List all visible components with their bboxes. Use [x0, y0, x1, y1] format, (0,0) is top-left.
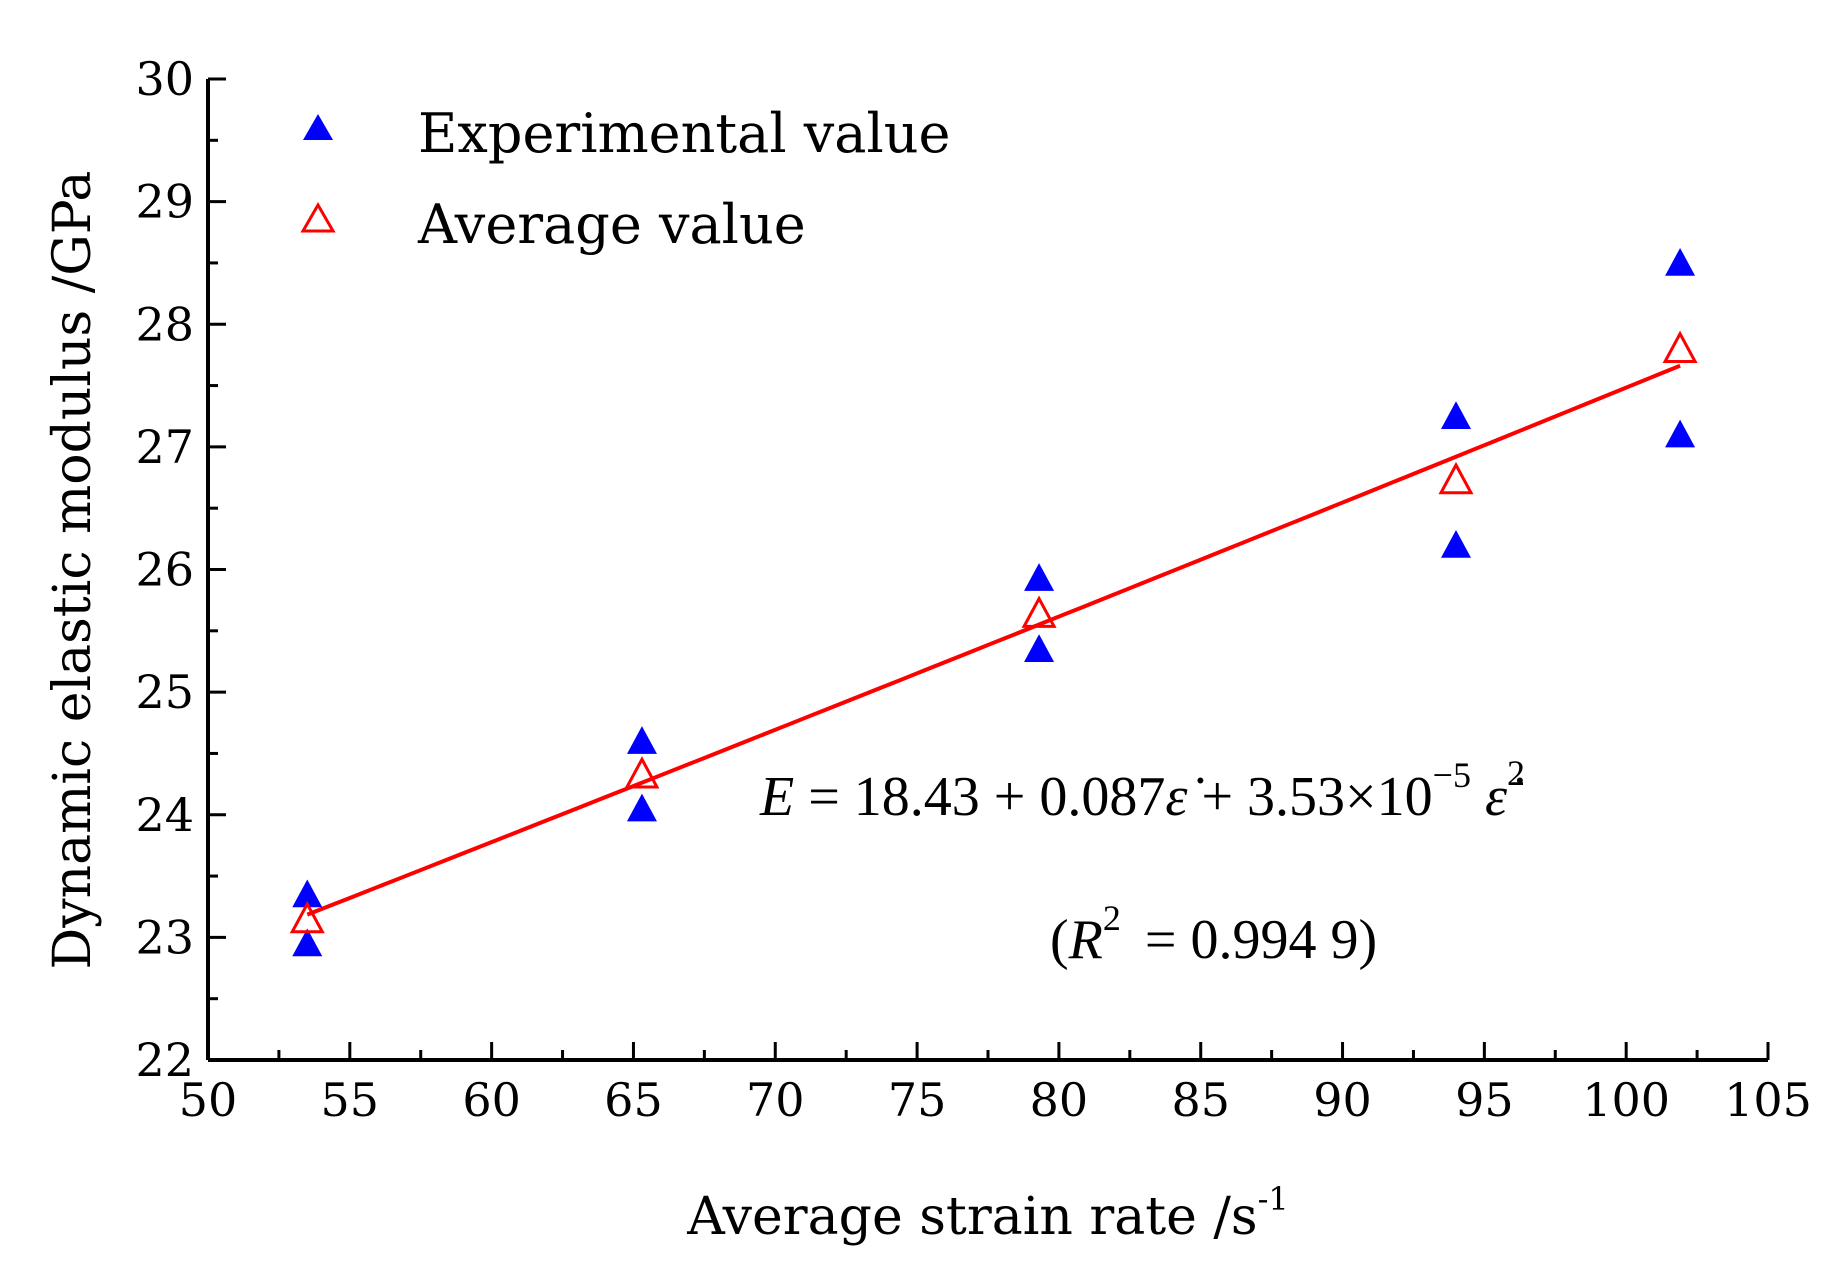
x-tick-label: 105 [1724, 1073, 1812, 1127]
r-squared: (R2 = 0.994 9) [1050, 898, 1377, 971]
data-point [1024, 634, 1055, 662]
eq-exponent: −5 [1433, 755, 1471, 795]
y-tick-label: 24 [135, 788, 194, 842]
series-experimental [292, 247, 1696, 957]
x-ticks: 50 55 60 65 70 75 80 85 90 95 100 105 [179, 1042, 1812, 1127]
data-point [1438, 461, 1474, 495]
x-tick-label: 65 [604, 1073, 663, 1127]
x-tick-label: 95 [1455, 1073, 1514, 1127]
y-tick-label: 30 [135, 52, 194, 106]
x-tick-label: 100 [1582, 1073, 1670, 1127]
data-point [1662, 330, 1698, 364]
y-ticks: 22 23 24 25 26 27 28 29 30 [135, 52, 226, 1087]
data-point [626, 726, 657, 754]
fit-line [306, 363, 1681, 917]
r2-sup: 2 [1103, 898, 1121, 938]
legend-marker-average [300, 201, 336, 233]
y-tick-label: 27 [135, 420, 194, 474]
eq-terms: = 18.43 + 0.087 [794, 766, 1165, 828]
data-point [1441, 401, 1471, 429]
x-tick-label: 70 [746, 1073, 805, 1127]
data-point [626, 793, 657, 822]
x-tick-label: 80 [1030, 1073, 1089, 1127]
r2-open: ( [1050, 909, 1069, 971]
data-point [1021, 595, 1057, 628]
y-tick-label: 28 [135, 297, 194, 351]
legend-marker-experimental [303, 114, 333, 140]
fit-equation: E = 18.43 + 0.087ε̇ + 3.53×10−5 ε̇2 [759, 753, 1525, 828]
series-layer [289, 247, 1698, 957]
legend-label-average: Average value [417, 193, 806, 256]
series-average [289, 330, 1698, 934]
x-axis-title: Average strain rate /s-1 [686, 1180, 1289, 1247]
x-axis-title-text: Average strain rate /s [686, 1187, 1257, 1247]
legend: Experimental value Average value [300, 102, 950, 256]
data-point [292, 928, 323, 957]
x-tick-label: 60 [462, 1073, 521, 1127]
data-point [1024, 563, 1055, 591]
data-point [289, 900, 325, 934]
eq-lhs: E [759, 766, 794, 828]
data-point [1441, 529, 1471, 558]
x-axis-title-sup: -1 [1258, 1180, 1289, 1218]
y-tick-label: 26 [135, 543, 194, 597]
r2-symbol: R [1068, 909, 1103, 971]
data-point [1665, 247, 1696, 276]
data-point [1665, 419, 1696, 448]
y-tick-label: 23 [135, 910, 194, 964]
data-point [624, 756, 660, 789]
data-point [292, 879, 323, 908]
y-tick-label: 29 [135, 175, 194, 229]
x-tick-label: 50 [179, 1073, 238, 1127]
eq-square: 2 [1507, 753, 1525, 793]
x-tick-label: 75 [888, 1073, 947, 1127]
x-tick-label: 55 [321, 1073, 380, 1127]
x-tick-label: 90 [1313, 1073, 1372, 1127]
eq-mid: + 3.53×10 [1187, 766, 1432, 828]
y-tick-label: 25 [135, 665, 194, 719]
legend-label-experimental: Experimental value [418, 102, 950, 165]
r2-value: = 0.994 9) [1131, 909, 1377, 971]
y-tick-label: 22 [135, 1033, 194, 1087]
x-tick-label: 85 [1171, 1073, 1230, 1127]
y-axis-title: Dynamic elastic modulus /GPa [43, 171, 103, 970]
